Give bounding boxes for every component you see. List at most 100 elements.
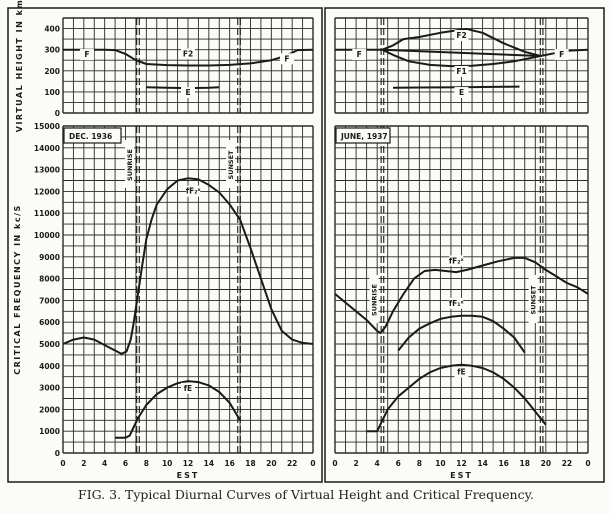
series-label-bg	[554, 49, 569, 61]
y-tick-label: 4000	[39, 362, 60, 371]
y-tick-label: 12000	[34, 187, 60, 196]
sunset-label: SUNSET	[530, 285, 538, 315]
y-tick-label: 2000	[39, 405, 60, 414]
y-tick-label: 10000	[34, 231, 60, 240]
series-label-ff2x: fF₂ˣ	[449, 256, 465, 265]
y-tick-label: 300	[44, 46, 60, 55]
series-label-e: E	[459, 88, 464, 97]
series-f1-line	[381, 48, 541, 68]
series-f2-line	[382, 28, 541, 57]
y-tick-label: 3000	[39, 384, 60, 393]
x-tick-label: 2	[81, 459, 86, 468]
y-tick-label: 13000	[34, 166, 60, 175]
y-axis-label: VIRTUAL HEIGHT IN km	[15, 0, 24, 132]
sunrise-label: SUNRISE	[370, 284, 378, 316]
x-tick-label: 20	[541, 459, 551, 468]
series-label-f2: F2	[456, 31, 466, 40]
x-tick-label: 12	[183, 459, 193, 468]
series-label-bg	[449, 255, 464, 267]
series-label-bg	[454, 87, 469, 99]
sunset-label-bg	[528, 275, 538, 323]
x-tick-label: 0	[585, 459, 590, 468]
date-label-box	[335, 127, 391, 144]
x-tick-label: 12	[456, 459, 466, 468]
x-tick-label: 18	[245, 459, 255, 468]
series-label-e: E	[185, 88, 190, 97]
y-tick-label: 200	[44, 67, 60, 76]
series-label-fe: fE	[457, 368, 465, 377]
series-label-bg	[352, 49, 367, 61]
series-label-bg	[454, 366, 469, 378]
sunrise-label-bg	[369, 275, 379, 323]
x-tick-label: 18	[520, 459, 530, 468]
y-tick-label: 11000	[34, 209, 60, 218]
series-ff2x-line	[62, 177, 314, 355]
series-fe-line	[366, 363, 547, 433]
series-ff2x-line	[334, 256, 589, 335]
date-label-box	[63, 127, 122, 144]
series-label-bg	[181, 87, 195, 99]
series-label-bg	[79, 49, 94, 61]
x-tick-label: 14	[204, 459, 214, 468]
x-tick-label: 8	[417, 459, 422, 468]
series-label-fe: fE	[184, 384, 192, 393]
figure-caption: FIG. 3. Typical Diurnal Curves of Virtua…	[78, 487, 534, 502]
chart-june-height: F F F2 F1 E	[334, 17, 589, 114]
x-tick-label: 4	[102, 459, 107, 468]
series-label-ff2x: fF₂ˣ	[186, 187, 202, 196]
series-fe-line	[115, 380, 241, 439]
series-label-f1: F1	[456, 67, 466, 76]
panel-frame-dec	[7, 7, 323, 483]
y-tick-label: 0	[55, 109, 60, 118]
y-tick-label: 1000	[39, 427, 60, 436]
y-tick-label: 8000	[39, 275, 60, 284]
x-tick-label: 0	[310, 459, 315, 468]
x-tick-label: 10	[162, 459, 172, 468]
y-tick-label: 0	[55, 449, 60, 458]
x-tick-label: 4	[375, 459, 380, 468]
series-label-bg	[454, 30, 469, 42]
series-label-bg	[279, 53, 294, 65]
sunrise-label: SUNRISE	[126, 149, 134, 181]
x-tick-label: 0	[60, 459, 65, 468]
series-label-f: F	[284, 54, 289, 63]
panel-frame-june	[324, 7, 605, 483]
series-label-f: F	[84, 50, 89, 59]
chart-june-frequency: 0 2 4 6 8 10 12 14 16 18 20 22 0 EST JUNE, 1937 SUNRISE…	[332, 125, 591, 480]
x-tick-label: 22	[287, 459, 297, 468]
series-label-ff1x: fF₁ˣ	[449, 299, 465, 308]
x-tick-label: 2	[353, 459, 358, 468]
series-label-f: F	[357, 50, 362, 59]
y-axis-label: CRITICAL FREQUENCY IN kc/S	[13, 204, 22, 375]
x-tick-label: 8	[144, 459, 149, 468]
y-tick-label: 7000	[39, 296, 60, 305]
date-label: DEC. 1936	[69, 132, 112, 141]
series-label-bg	[181, 382, 195, 394]
y-tick-label: 400	[44, 25, 60, 34]
series-label-bg	[186, 185, 201, 197]
sunset-label: SUNSET	[227, 150, 235, 180]
y-tick-label: 15000	[34, 122, 60, 131]
series-ff1x-line	[397, 314, 526, 354]
sunset-label-bg	[226, 140, 236, 188]
y-tick-label: 9000	[39, 253, 60, 262]
x-tick-label: 14	[477, 459, 487, 468]
x-tick-label: 6	[123, 459, 128, 468]
sunrise-label-bg	[125, 140, 134, 188]
x-tick-label: 0	[332, 459, 337, 468]
series-label-bg	[181, 48, 195, 60]
series-label-bg	[454, 65, 469, 77]
x-tick-label: 10	[435, 459, 445, 468]
x-tick-label: 16	[498, 459, 508, 468]
x-tick-label: 22	[562, 459, 572, 468]
chart-dec-height: 0 100 200 300 400 VIRTUAL HEIGHT IN km F F F2 E	[15, 0, 314, 132]
chart-dec-frequency: 0100020003000400050006000700080009000100…	[13, 122, 316, 480]
x-tick-label: 20	[266, 459, 276, 468]
series-label-f: F	[559, 50, 564, 59]
series-label-bg	[449, 297, 464, 309]
series-label-f2: F2	[183, 49, 193, 58]
y-tick-label: 100	[44, 88, 60, 97]
date-label: JUNE, 1937	[340, 132, 388, 141]
